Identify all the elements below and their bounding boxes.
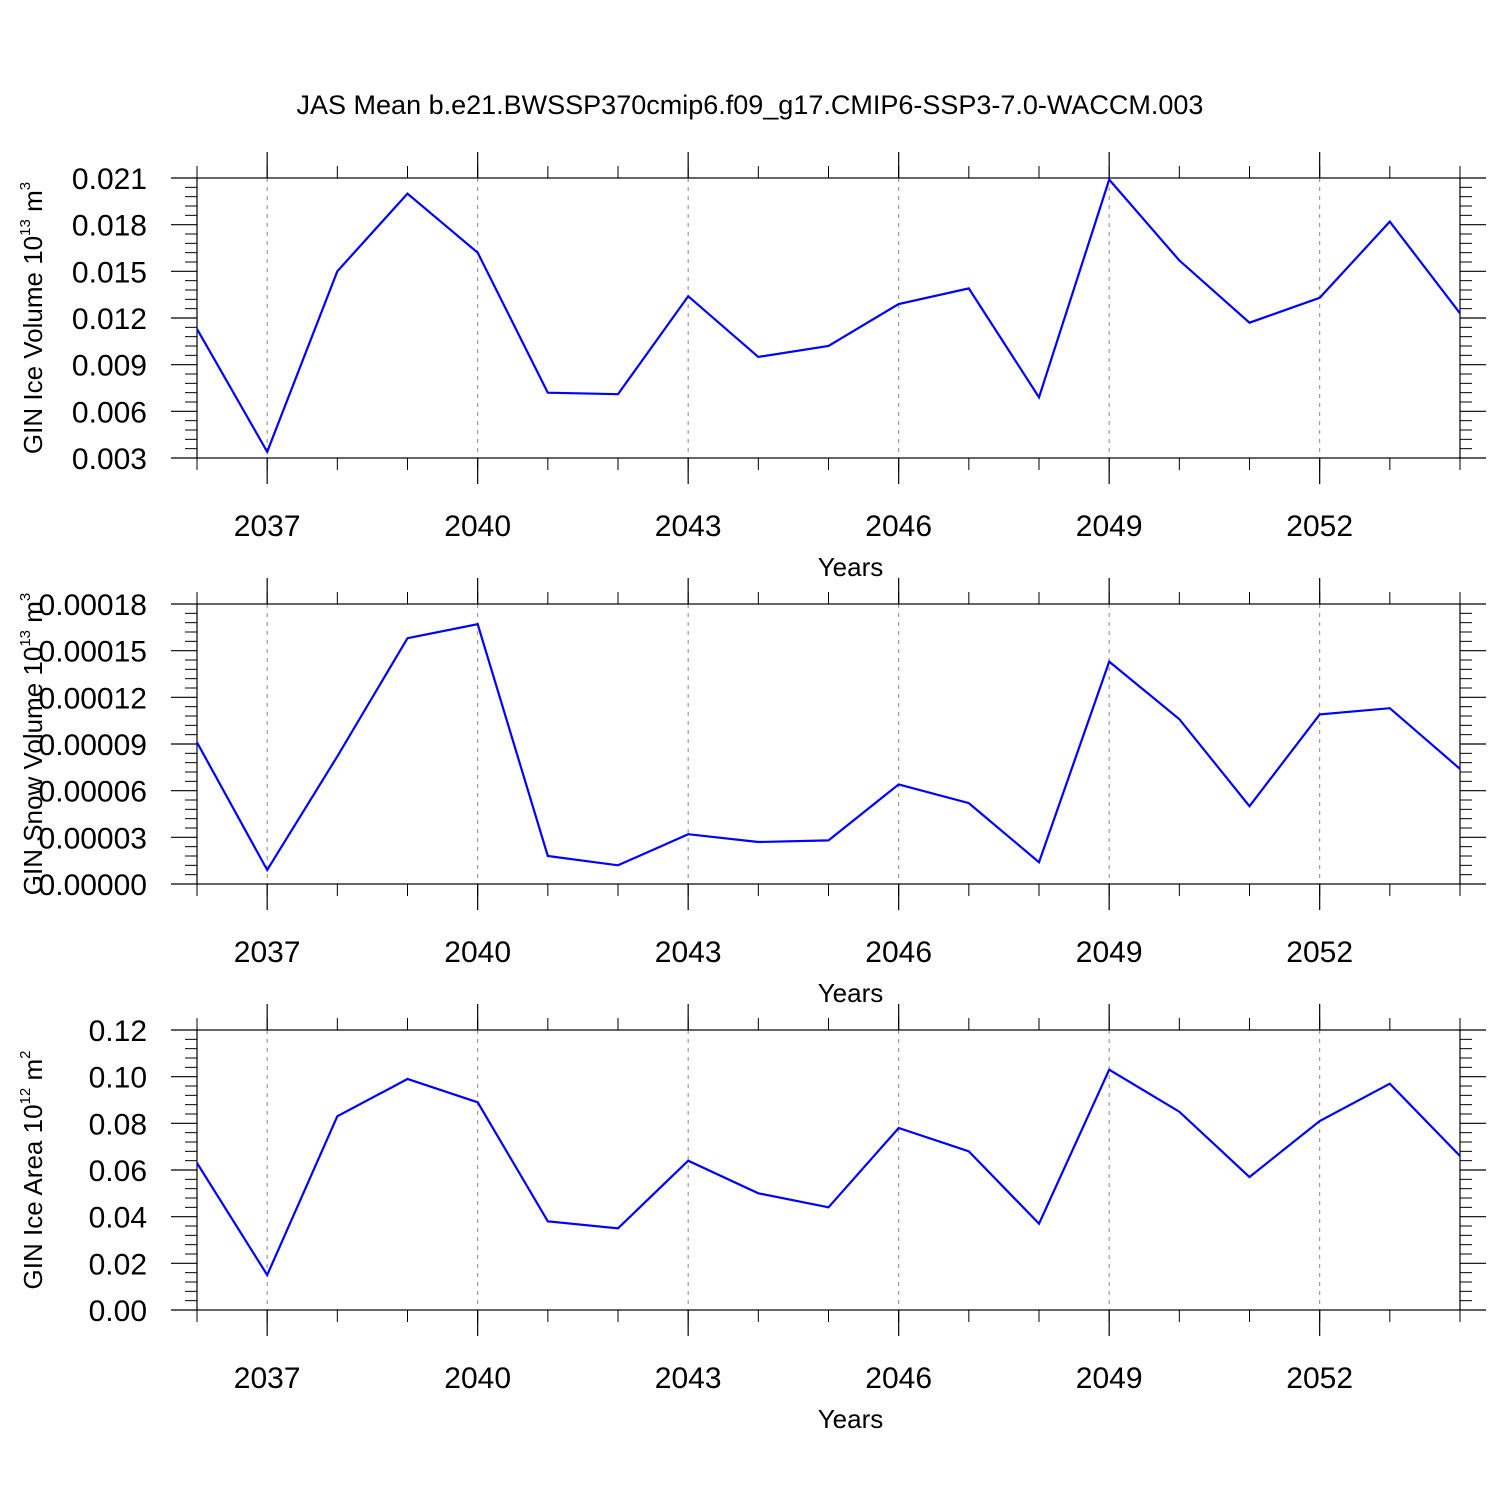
- y-tick-label: 0.00009: [39, 729, 147, 762]
- y-tick-label: 0.06: [89, 1155, 147, 1188]
- plot-frame: [197, 178, 1460, 458]
- x-tick-label: 2043: [655, 1362, 722, 1395]
- chart-title: JAS Mean b.e21.BWSSP370cmip6.f09_g17.CMI…: [297, 90, 1204, 120]
- y-tick-label: 0.12: [89, 1015, 147, 1048]
- y-tick-label: 0.00012: [39, 682, 147, 715]
- y-tick-label: 0.00018: [39, 589, 147, 622]
- x-tick-label: 2040: [444, 936, 511, 969]
- series-line: [197, 624, 1460, 870]
- x-tick-label: 2046: [865, 936, 932, 969]
- y-tick-label: 0.00006: [39, 776, 147, 809]
- x-tick-label: 2052: [1286, 510, 1353, 543]
- panel-2: 2037 2040 2043 2046 2049 2052 0.00000 0.00003 0.…: [17, 578, 1486, 1008]
- y-tick-label: 0.04: [89, 1202, 147, 1235]
- y-tick-label: 0.021: [72, 163, 147, 196]
- series-line: [197, 180, 1460, 452]
- y-tick-label: 0.00: [89, 1295, 147, 1328]
- series-line: [197, 1070, 1460, 1275]
- x-tick-label: 2040: [444, 510, 511, 543]
- x-tick-label: 2040: [444, 1362, 511, 1395]
- x-tick-label: 2037: [234, 1362, 301, 1395]
- y-tick-label: 0.02: [89, 1248, 147, 1281]
- x-tick-label: 2049: [1076, 936, 1143, 969]
- y-tick-label: 0.10: [89, 1062, 147, 1095]
- y-tick-label: 0.00000: [39, 869, 147, 902]
- x-axis-title: Years: [818, 552, 884, 582]
- plot-frame: [197, 1030, 1460, 1310]
- y-tick-label: 0.012: [72, 303, 147, 336]
- y-axis-title: GIN Ice Area 1012 m2: [17, 1051, 48, 1290]
- x-tick-label: 2043: [655, 510, 722, 543]
- y-axis-title: GIN Ice Volume 1013 m3: [17, 182, 48, 454]
- x-axis-title: Years: [818, 1404, 884, 1434]
- y-tick-label: 0.00003: [39, 822, 147, 855]
- x-tick-label: 2046: [865, 1362, 932, 1395]
- x-tick-label: 2037: [234, 510, 301, 543]
- x-tick-label: 2049: [1076, 1362, 1143, 1395]
- x-tick-label: 2037: [234, 936, 301, 969]
- panel-3: 2037 2040 2043 2046 2049 2052 0.00 0.02 0.04 0.06…: [17, 1004, 1486, 1434]
- y-tick-label: 0.08: [89, 1108, 147, 1141]
- y-tick-label: 0.015: [72, 256, 147, 289]
- panel-1: 2037 2040 2043 2046 2049 2052 0.003 0.006 0.009 0…: [17, 152, 1486, 582]
- x-tick-label: 2049: [1076, 510, 1143, 543]
- y-tick-label: 0.009: [72, 350, 147, 383]
- plot-frame: [197, 604, 1460, 884]
- x-axis-title: Years: [818, 978, 884, 1008]
- y-tick-label: 0.018: [72, 210, 147, 243]
- x-tick-label: 2046: [865, 510, 932, 543]
- y-tick-label: 0.006: [72, 396, 147, 429]
- y-tick-label: 0.00015: [39, 636, 147, 669]
- x-tick-label: 2052: [1286, 1362, 1353, 1395]
- y-tick-label: 0.003: [72, 443, 147, 476]
- x-tick-label: 2052: [1286, 936, 1353, 969]
- x-tick-label: 2043: [655, 936, 722, 969]
